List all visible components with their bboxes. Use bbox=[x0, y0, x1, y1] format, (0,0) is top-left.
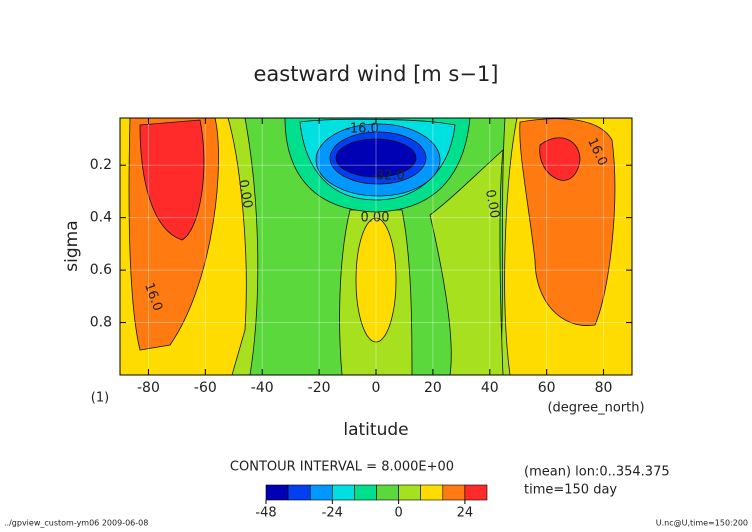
x-tick-label: 0 bbox=[372, 380, 381, 396]
colorbar-box bbox=[265, 484, 289, 501]
colorbar-box bbox=[309, 484, 333, 501]
note: time=150 day bbox=[524, 483, 617, 498]
footer-right: U.nc@U,time=150:200 bbox=[656, 519, 748, 528]
region bbox=[519, 118, 616, 326]
colorbar-box bbox=[376, 484, 399, 501]
colorbar-tick-label: 0 bbox=[394, 506, 402, 521]
y-axis-label: sigma bbox=[62, 220, 82, 271]
colorbar-box bbox=[442, 484, 466, 501]
colorbar-box bbox=[420, 484, 444, 501]
contour-label: 0.00 bbox=[235, 178, 255, 209]
colorbar-tick-label: 24 bbox=[457, 506, 474, 521]
colorbar-tick-label: -48 bbox=[255, 506, 276, 521]
x-tick-label: 40 bbox=[481, 380, 499, 396]
chart-title: eastward wind [m s−1] bbox=[253, 62, 498, 86]
region bbox=[335, 138, 417, 178]
x-tick-label: -60 bbox=[194, 380, 217, 396]
x-tick-label: 80 bbox=[595, 380, 613, 396]
region bbox=[539, 137, 581, 181]
contour-label: -32.0 bbox=[371, 169, 405, 184]
note: (mean) lon:0..354.375 bbox=[524, 465, 670, 480]
colorbar-box bbox=[331, 484, 355, 501]
colorbar-box bbox=[354, 484, 377, 501]
x-tick-label: -80 bbox=[137, 380, 160, 396]
y-tick-label: 0.6 bbox=[90, 262, 112, 278]
x-unit: (degree_north) bbox=[547, 401, 644, 416]
y-unit: (1) bbox=[91, 391, 109, 406]
x-tick-label: 20 bbox=[424, 380, 442, 396]
y-tick-label: 0.4 bbox=[90, 210, 112, 226]
x-axis-label: latitude bbox=[343, 420, 408, 440]
x-tick-label: -20 bbox=[308, 380, 331, 396]
y-tick-label: 0.8 bbox=[90, 315, 112, 331]
colorbar-box bbox=[398, 484, 422, 501]
footer-left: ../gpview_custom-ym06 2009-06-08 bbox=[4, 519, 148, 528]
y-tick-label: 0.2 bbox=[90, 157, 112, 173]
contour-label: 0.00 bbox=[361, 211, 390, 226]
contour-label: 0.00 bbox=[482, 188, 502, 219]
contour-labels: -16.0 -32.0 0.00 0.00 0.00 16.0 16.0 bbox=[141, 122, 610, 314]
contour-interval: CONTOUR INTERVAL = 8.000E+00 bbox=[230, 460, 454, 475]
colorbar-tick-label: -24 bbox=[322, 506, 343, 521]
region bbox=[355, 217, 397, 343]
plot-area bbox=[119, 117, 633, 376]
x-tick-label: -40 bbox=[251, 380, 274, 396]
colorbar-box bbox=[464, 484, 488, 501]
region bbox=[429, 149, 504, 376]
region bbox=[139, 119, 205, 241]
x-tick-label: 60 bbox=[538, 380, 556, 396]
colorbar-box bbox=[287, 484, 311, 501]
contour-label: -16.0 bbox=[345, 122, 379, 137]
